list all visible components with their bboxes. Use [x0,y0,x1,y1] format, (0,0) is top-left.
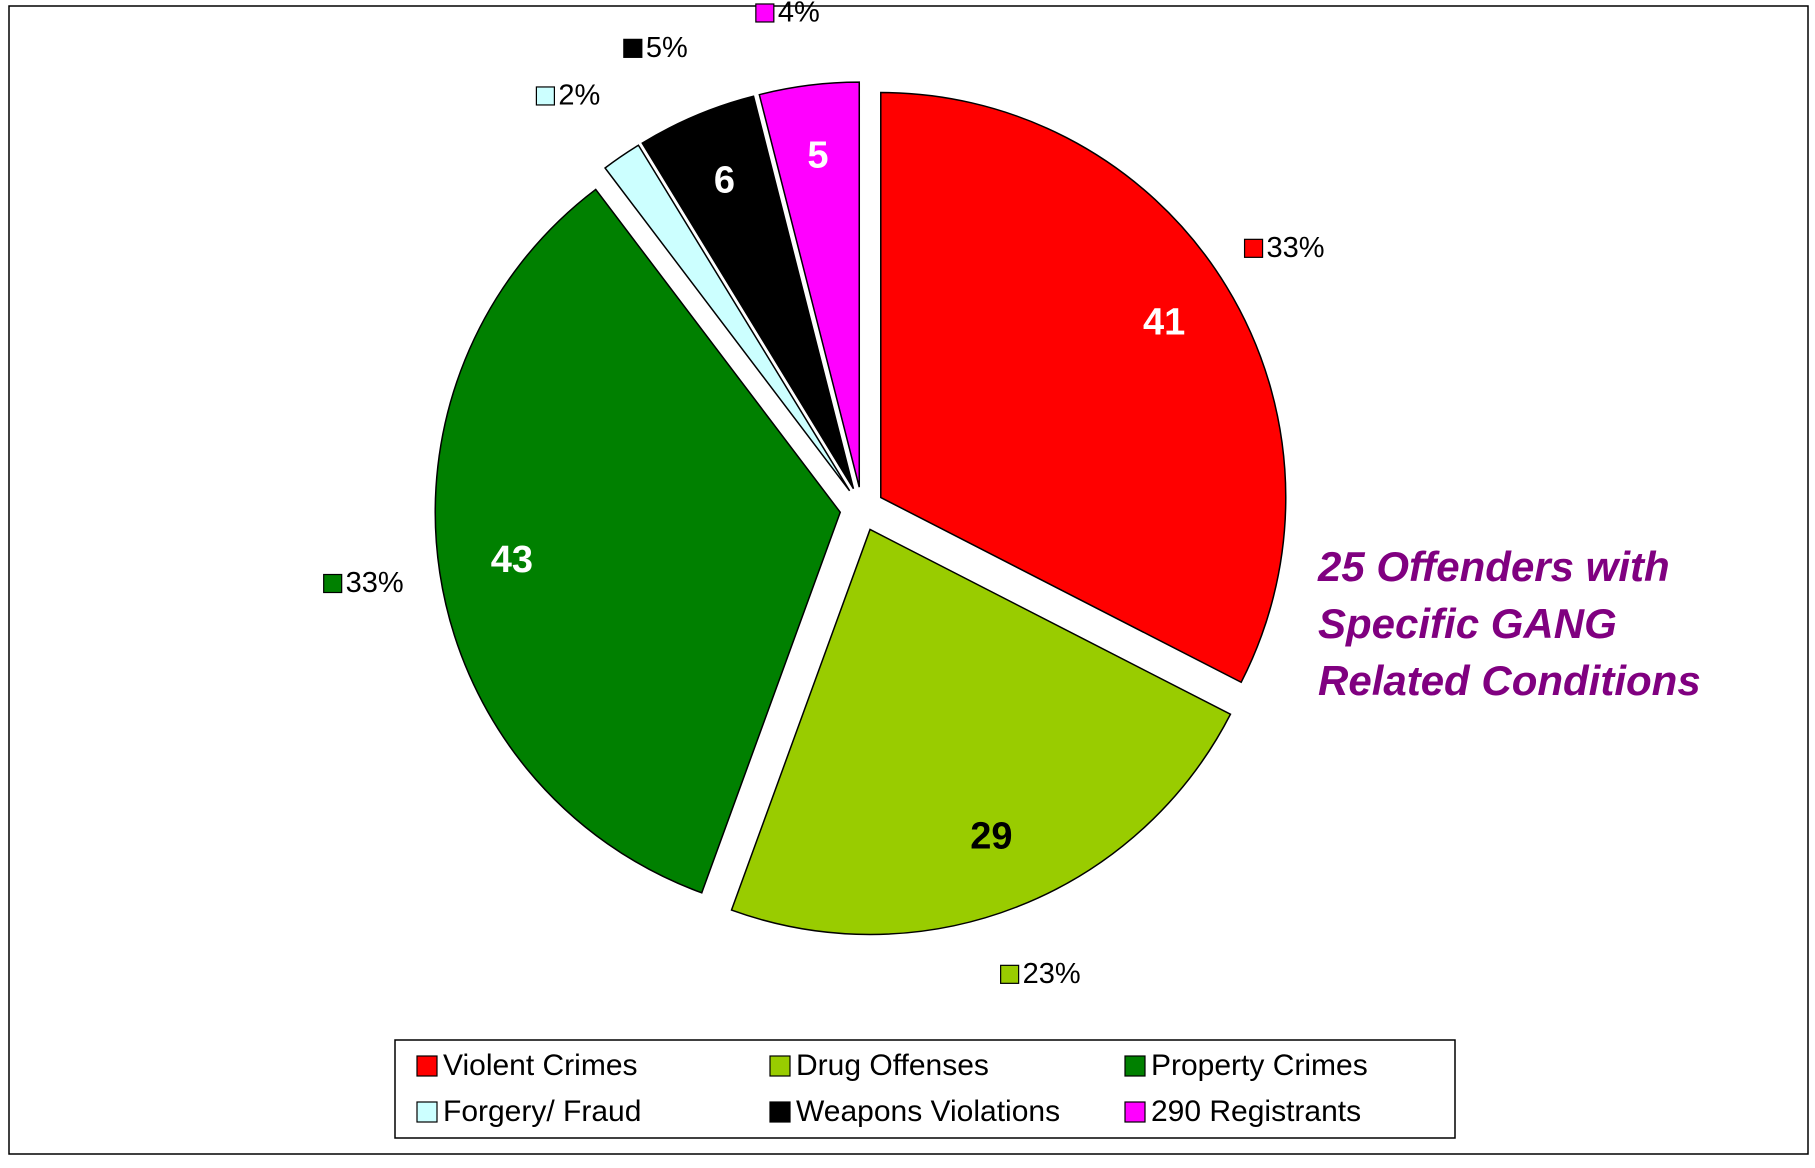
percent-swatch [323,573,343,594]
legend-label: 290 Registrants [1151,1095,1361,1128]
percent-swatch [1243,238,1264,258]
value-label: 29 [970,816,1012,858]
percent-swatch [535,86,555,106]
percent-swatch [623,38,643,58]
legend-label: Violent Crimes [443,1049,638,1082]
percent-swatch [755,3,775,23]
legend-box [394,1039,1456,1139]
legend-label: Forgery/ Fraud [443,1095,641,1128]
pie-slice [604,144,851,492]
legend-swatch [769,1055,791,1077]
pie-slice [434,188,842,894]
annotation: 25 Offenders with [1317,543,1670,590]
pie-slice [880,91,1287,684]
value-label: 6 [714,160,735,202]
percent-swatch [1000,964,1020,984]
legend-swatch [1124,1055,1146,1077]
legend-swatch [416,1101,438,1123]
percent-label: 5% [646,32,688,64]
percent-label: 23% [1023,958,1081,990]
legend-swatch [769,1101,791,1123]
pie-slice [758,81,861,488]
value-label: 5 [807,135,828,177]
pie-slice [641,95,855,490]
annotation: Related Conditions [1318,657,1701,704]
value-label: 43 [491,539,533,581]
legend-label: Property Crimes [1151,1049,1368,1082]
percent-label: 2% [558,80,600,112]
percent-label: 33% [346,567,404,599]
legend-label: Drug Offenses [796,1049,989,1082]
value-label: 41 [1143,301,1185,343]
percent-label: 4% [778,0,820,29]
legend-swatch [416,1055,438,1077]
legend-label: Weapons Violations [796,1095,1060,1128]
percent-label: 33% [1267,232,1325,264]
annotation: Specific GANG [1318,600,1617,647]
pie-slice [730,528,1232,936]
legend-swatch [1124,1101,1146,1123]
